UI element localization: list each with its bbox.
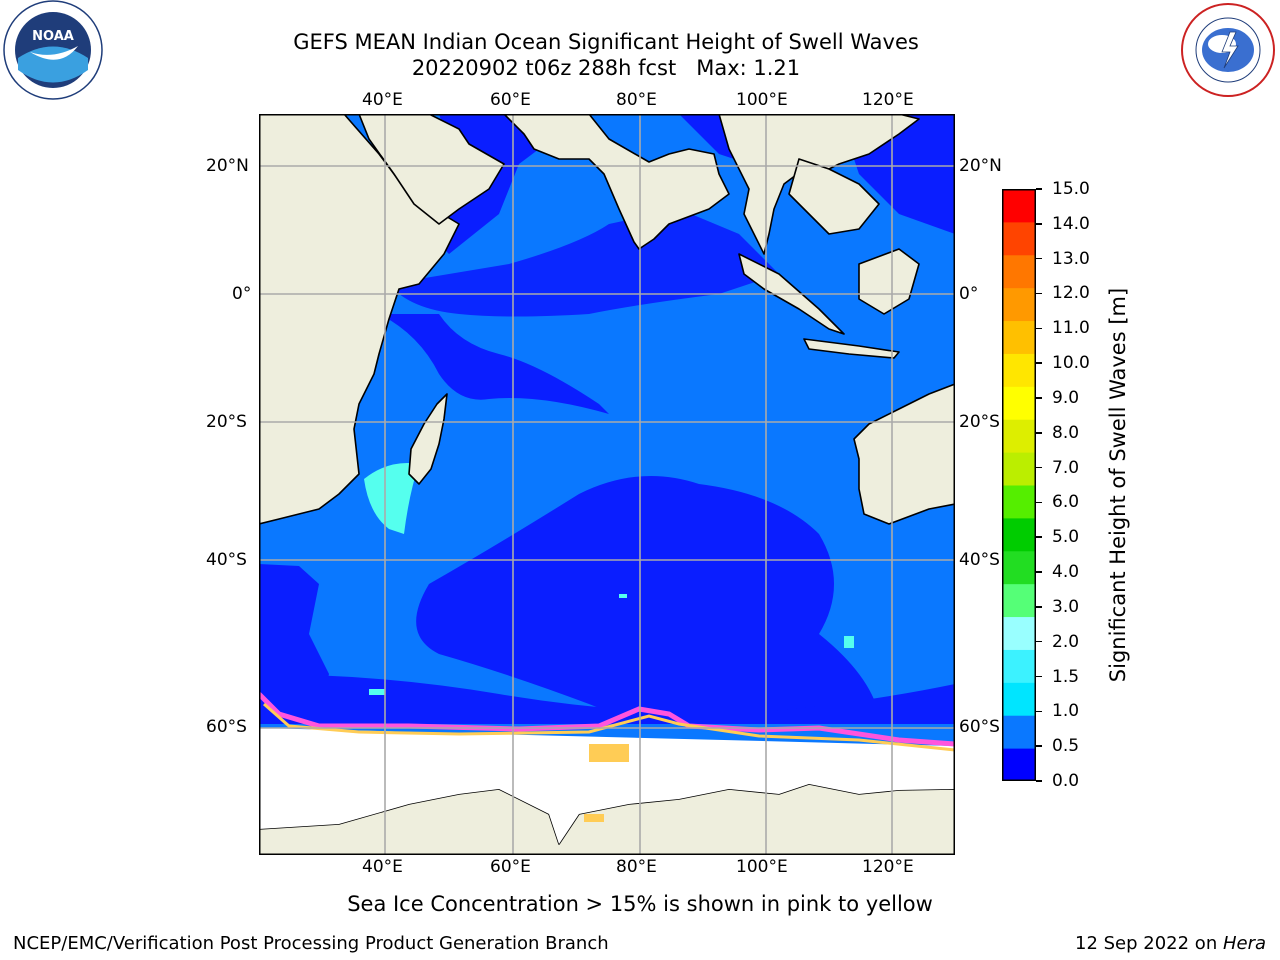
colorbar-label-text: Significant Height of Swell Waves [m]	[1106, 288, 1130, 682]
colorbar-tick: 10.0	[1036, 353, 1090, 373]
lon-tick-bottom: 60°E	[490, 857, 531, 877]
lon-tick-bottom: 100°E	[736, 857, 788, 877]
footer-host: Hera	[1222, 933, 1266, 954]
noaa-logo-text: NOAA	[32, 29, 74, 44]
colorbar-bin	[1002, 748, 1036, 782]
lat-tick-right: 20°N	[959, 156, 1002, 176]
noaa-logo: NOAA	[0, 0, 106, 100]
colorbar-bin	[1002, 715, 1036, 749]
colorbar-bin	[1002, 353, 1036, 387]
lat-tick-right: 20°S	[959, 412, 1000, 432]
colorbar-tick: 4.0	[1036, 562, 1079, 582]
colorbar-tick: 0.0	[1036, 771, 1079, 791]
lat-tick-right: 60°S	[959, 717, 1000, 737]
lon-tick-bottom: 80°E	[616, 857, 657, 877]
sea-ice-zone	[259, 728, 955, 844]
colorbar-bin	[1002, 419, 1036, 453]
colorbar-ticks: 15.0 14.0 13.0 12.0 11.0 10.0 9.0 8.0 7.0 6.0 5.0 4…	[1036, 179, 1096, 792]
low-swell-regions	[259, 114, 955, 724]
colorbar-tick: 1.5	[1036, 667, 1079, 687]
colorbar-label: Significant Height of Swell Waves [m]	[1095, 189, 1155, 781]
lon-tick-top: 60°E	[490, 90, 531, 110]
lon-tick-top: 120°E	[862, 90, 914, 110]
lon-tick-top: 100°E	[736, 90, 788, 110]
colorbar-tick: 7.0	[1036, 458, 1079, 478]
lat-tick-left: 20°N	[206, 156, 249, 176]
colorbar-bin	[1002, 583, 1036, 618]
lat-tick-right: 0°	[959, 284, 979, 304]
high-swell-patches	[364, 463, 854, 695]
lat-tick-left: 20°S	[206, 412, 247, 432]
colorbar-bin	[1002, 452, 1036, 486]
sea-ice-edge-yellow	[263, 702, 955, 752]
colorbar-tick: 6.0	[1036, 492, 1079, 512]
lon-tick-top: 80°E	[616, 90, 657, 110]
nws-logo	[1178, 2, 1278, 98]
colorbar-tick: 14.0	[1036, 214, 1090, 234]
footer-date: 12 Sep 2022 on Hera	[1075, 933, 1266, 955]
colorbar-tick: 9.0	[1036, 388, 1079, 408]
graticule	[259, 114, 955, 855]
colorbar-tick: 3.0	[1036, 597, 1079, 617]
colorbar-tick: 5.0	[1036, 527, 1079, 547]
colorbar-tick: 0.5	[1036, 736, 1079, 756]
chart-subtitle: 20220902 t06z 288h fcst Max: 1.21	[411, 56, 801, 80]
footer-branch: NCEP/EMC/Verification Post Processing Pr…	[13, 933, 609, 954]
sea-ice-caption: Sea Ice Concentration > 15% is shown in …	[347, 892, 933, 916]
colorbar-bin	[1002, 682, 1036, 716]
colorbar-bin	[1002, 189, 1036, 223]
colorbar-bin	[1002, 649, 1036, 683]
lat-tick-right: 40°S	[959, 550, 1000, 570]
colorbar-tick: 2.0	[1036, 632, 1079, 652]
colorbar-bin	[1002, 550, 1036, 585]
lon-tick-top: 40°E	[362, 90, 403, 110]
lat-tick-left: 0°	[232, 284, 252, 304]
colorbar-bin	[1002, 616, 1036, 650]
colorbar-tick: 12.0	[1036, 283, 1090, 303]
lon-tick-bottom: 40°E	[362, 857, 403, 877]
map-panel	[259, 114, 955, 855]
ice-patch	[584, 814, 604, 822]
colorbar-bin	[1002, 386, 1036, 420]
lat-tick-left: 40°S	[206, 550, 247, 570]
colorbar-tick: 1.0	[1036, 701, 1079, 721]
footer-date-text: 12 Sep 2022 on	[1075, 933, 1223, 954]
colorbar-bin	[1002, 254, 1036, 289]
colorbar-bin	[1002, 517, 1036, 552]
colorbar-bin	[1002, 287, 1036, 322]
colorbar-tick: 13.0	[1036, 249, 1090, 269]
lon-tick-bottom: 120°E	[862, 857, 914, 877]
colorbar-bin	[1002, 485, 1036, 519]
lat-tick-left: 60°S	[206, 717, 247, 737]
colorbar	[1002, 189, 1036, 782]
chart-title: GEFS MEAN Indian Ocean Significant Heigh…	[293, 30, 919, 54]
colorbar-bin	[1002, 221, 1036, 256]
colorbar-tick: 8.0	[1036, 423, 1079, 443]
colorbar-tick: 11.0	[1036, 318, 1090, 338]
colorbar-tick: 15.0	[1036, 179, 1090, 199]
ice-patch	[589, 744, 629, 762]
colorbar-bin	[1002, 320, 1036, 354]
